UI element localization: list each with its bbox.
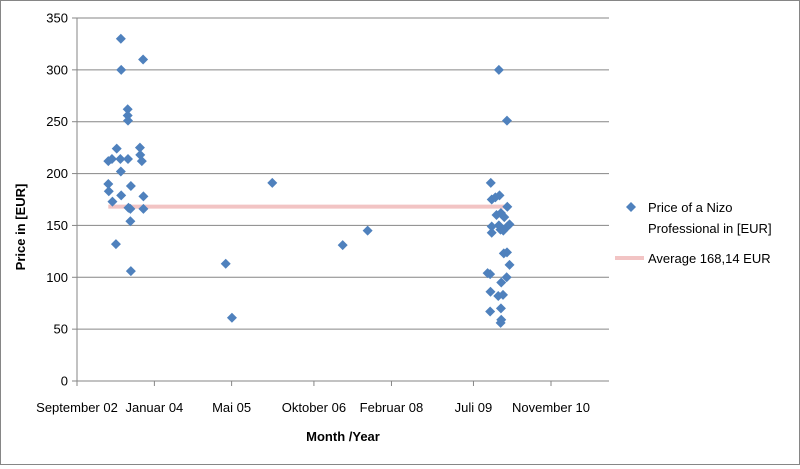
x-tick-label: Februar 08 [360,400,424,415]
data-point [501,115,512,126]
data-point [220,258,231,269]
data-point [502,201,513,212]
data-point [122,104,133,115]
data-point [138,54,149,65]
data-point [136,156,147,167]
data-point [504,259,515,270]
data-point [362,225,373,236]
y-tick-label: 0 [61,374,68,389]
y-tick-label: 350 [46,11,68,26]
data-point [106,154,117,165]
data-point [498,289,509,300]
data-point [485,177,496,188]
data-point [495,317,506,328]
y-tick-label: 250 [46,114,68,129]
data-point [125,216,136,227]
y-axis-title: Price in [EUR] [13,184,28,271]
data-point [110,239,121,250]
data-point [496,277,507,288]
axes [72,17,609,386]
data-point [493,64,504,75]
data-point [485,286,496,297]
legend: Price of a Nizo Professional in [EUR] Ave… [615,200,772,266]
x-axis-title: Month /Year [306,429,380,444]
y-tick-label: 200 [46,166,68,181]
data-point [125,181,136,192]
x-tick-label: September 02 [36,400,118,415]
y-tick-label: 300 [46,62,68,77]
legend-label-price: Price of a Nizo Professional in [EUR] [648,200,772,236]
grid-lines [77,17,609,330]
legend-entry-average: Average 168,14 EUR [615,251,771,266]
x-tick-label: November 10 [512,400,590,415]
y-tick-label: 100 [46,270,68,285]
data-point [125,266,136,277]
data-point [103,178,114,189]
data-point [486,227,497,238]
data-point [501,272,512,283]
data-point [485,269,496,280]
data-point [111,143,122,154]
data-point [125,203,136,214]
x-tick-label: Januar 04 [125,400,183,415]
legend-label-price-line2: Professional in [EUR] [648,221,772,236]
data-point [499,212,510,223]
data-points [103,33,515,328]
data-point [107,196,118,207]
data-point [486,221,497,232]
data-point [115,154,126,165]
data-point [494,190,505,201]
y-tick-label: 150 [46,218,68,233]
data-point [267,177,278,188]
data-point [485,306,496,317]
data-point [501,247,512,258]
data-point [138,191,149,202]
x-tick-labels: September 02 Januar 04 Mai 05 Oktober 06 Feb… [36,400,590,415]
y-tick-label: 50 [54,322,68,337]
data-point [226,312,237,323]
data-point [495,303,506,314]
data-point [115,166,126,177]
data-point [116,190,127,201]
data-point [115,33,126,44]
data-point [123,115,134,126]
data-point [134,142,145,153]
data-point [138,203,149,214]
x-tick-label: Mai 05 [212,400,251,415]
data-point [504,219,515,230]
legend-diamond-marker [626,202,636,212]
data-point [103,186,114,197]
data-point [123,154,134,165]
legend-entry-price: Price of a Nizo Professional in [EUR] [626,200,772,236]
legend-label-average: Average 168,14 EUR [648,251,771,266]
legend-label-price-line1: Price of a Nizo [648,200,733,215]
data-point [337,240,348,251]
data-point [116,64,127,75]
x-tick-label: Juli 09 [455,400,493,415]
y-tick-labels: 0 50 100 150 200 250 300 350 [46,11,68,389]
x-tick-label: Oktober 06 [282,400,346,415]
